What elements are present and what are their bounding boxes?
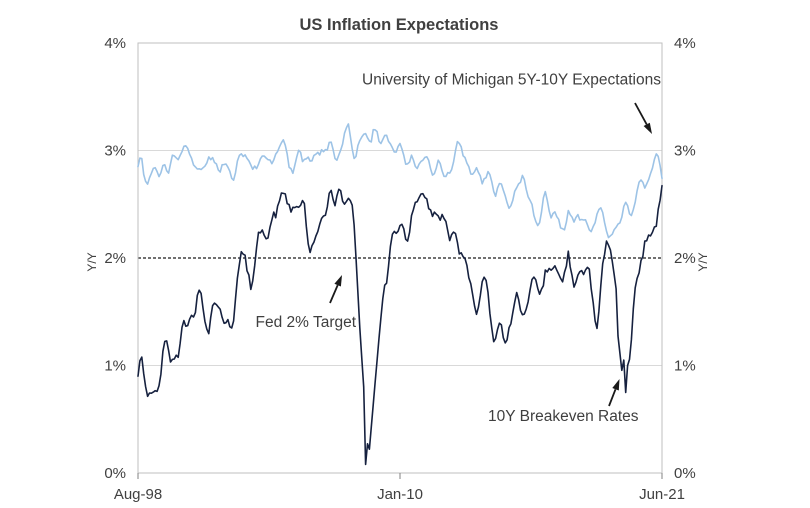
svg-text:US Inflation Expectations: US Inflation Expectations — [300, 16, 499, 34]
svg-text:Y/Y: Y/Y — [85, 252, 99, 271]
svg-text:2%: 2% — [104, 250, 126, 267]
svg-text:Jan-10: Jan-10 — [377, 486, 423, 503]
svg-text:1%: 1% — [674, 358, 696, 375]
svg-text:1%: 1% — [104, 358, 126, 375]
svg-text:Fed 2% Target: Fed 2% Target — [256, 314, 357, 331]
svg-text:4%: 4% — [674, 35, 696, 52]
svg-text:10Y Breakeven Rates: 10Y Breakeven Rates — [488, 408, 639, 425]
svg-text:Aug-98: Aug-98 — [114, 486, 162, 503]
svg-text:0%: 0% — [674, 465, 696, 482]
svg-text:4%: 4% — [104, 35, 126, 52]
svg-text:Y/Y: Y/Y — [696, 252, 710, 271]
svg-text:2%: 2% — [674, 250, 696, 267]
svg-text:0%: 0% — [104, 465, 126, 482]
svg-text:Jun-21: Jun-21 — [639, 486, 685, 503]
svg-text:3%: 3% — [674, 143, 696, 160]
svg-text:3%: 3% — [104, 143, 126, 160]
svg-text:University of Michigan 5Y-10Y: University of Michigan 5Y-10Y Expectatio… — [362, 72, 661, 89]
